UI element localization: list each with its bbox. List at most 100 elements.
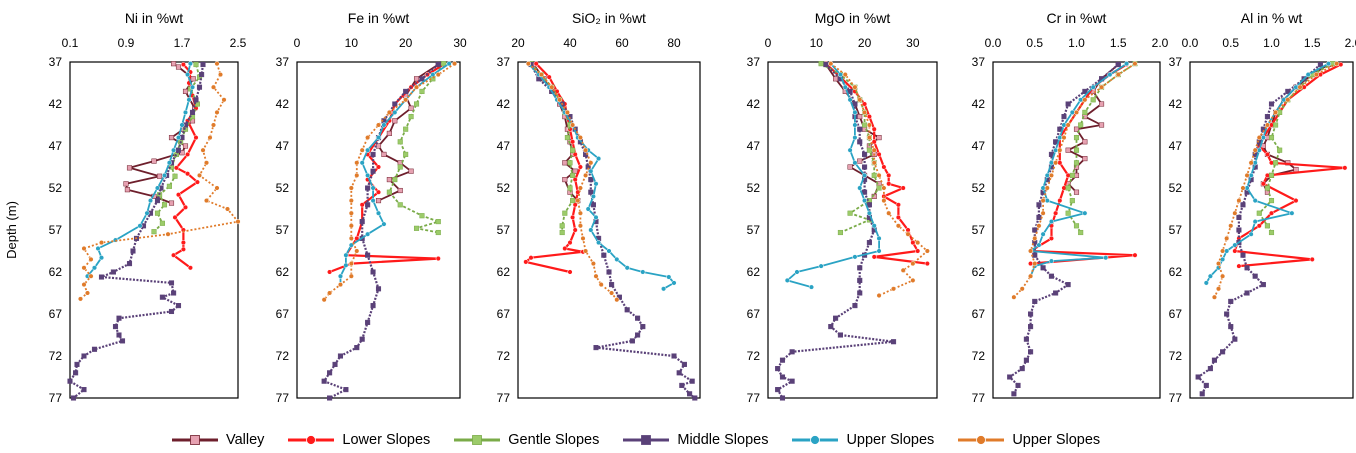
data-point [193, 97, 199, 103]
data-point [1236, 198, 1242, 204]
data-point [857, 290, 863, 296]
data-point [886, 210, 892, 216]
data-point [151, 158, 157, 164]
chart-panel-4: MgO in %wt 0 10 20 30 37 42 47 52 57 62 67 72 77 [747, 10, 938, 405]
data-point [1285, 97, 1291, 103]
data-point [179, 122, 185, 128]
y-axis-label: Depth (m) [4, 201, 19, 259]
y-tick-label: 42 [1169, 97, 1183, 111]
data-point [1082, 97, 1088, 103]
data-point [1264, 114, 1270, 120]
data-point [1011, 391, 1017, 397]
legend-item: Gentle Slopes [452, 432, 599, 448]
data-point [1252, 273, 1258, 279]
y-tick-label: 57 [1169, 223, 1183, 237]
data-point [67, 378, 73, 384]
x-tick-label: 20 [511, 36, 525, 50]
data-point [1040, 265, 1046, 271]
data-point [154, 198, 161, 204]
data-point [1203, 280, 1209, 286]
data-point [847, 97, 853, 103]
data-point [1115, 72, 1121, 78]
legend-label: Valley [226, 432, 265, 448]
data-point [1220, 273, 1226, 279]
data-point [572, 151, 578, 157]
data-point [881, 164, 887, 170]
data-point [161, 202, 168, 208]
data-point [871, 139, 877, 145]
data-point [590, 261, 596, 267]
data-point [327, 395, 333, 401]
data-point [808, 284, 815, 290]
data-point [365, 147, 371, 153]
y-tick-label: 52 [972, 181, 986, 195]
data-point [1032, 235, 1038, 241]
data-point [203, 160, 210, 166]
data-point [1232, 210, 1238, 216]
y-tick-label: 57 [497, 223, 511, 237]
data-point [886, 181, 892, 187]
data-point [365, 252, 371, 258]
data-point [794, 269, 800, 275]
legend-label: Lower Slopes [342, 432, 431, 448]
data-point [348, 242, 354, 248]
data-point [370, 269, 376, 275]
data-point [866, 122, 872, 128]
data-point [567, 160, 573, 166]
data-point [1082, 210, 1088, 216]
y-tick-label: 77 [972, 391, 986, 405]
data-point [910, 261, 916, 267]
data-point [1082, 156, 1088, 162]
legend-item: Upper Slopes [790, 432, 934, 448]
y-tick-label: 47 [497, 139, 511, 153]
y-tick-label: 62 [497, 265, 511, 279]
data-point [1264, 151, 1270, 157]
legend-marker [190, 435, 200, 445]
x-tick-label: 1.5 [1110, 36, 1127, 50]
data-point [408, 105, 414, 111]
data-point [413, 84, 420, 90]
data-point [348, 273, 354, 279]
data-point [1048, 172, 1054, 178]
x-tick-label: 20 [858, 36, 872, 50]
plot-frame [992, 61, 1161, 399]
data-point [1224, 311, 1230, 317]
data-point [1285, 88, 1291, 94]
data-point [1342, 165, 1348, 171]
data-point [370, 303, 376, 309]
data-point [866, 210, 872, 216]
data-point [193, 61, 199, 68]
data-point [852, 109, 858, 115]
data-point [789, 349, 795, 355]
data-point [1048, 273, 1055, 279]
data-point [441, 61, 447, 67]
data-point [852, 254, 858, 260]
data-point [614, 297, 620, 303]
data-point [365, 319, 371, 325]
data-point [332, 361, 338, 367]
data-point [1099, 122, 1105, 128]
data-point [419, 76, 425, 82]
data-point [852, 84, 858, 90]
data-point [1273, 122, 1279, 128]
y-tick-label: 37 [747, 55, 761, 69]
y-tick-label: 52 [49, 181, 63, 195]
data-point [84, 290, 91, 296]
x-tick-label: 40 [563, 36, 577, 50]
legend-swatch [623, 435, 670, 445]
y-tick-label: 47 [747, 139, 761, 153]
data-point [570, 122, 576, 128]
series-line-4 [323, 63, 440, 399]
data-point [1215, 261, 1222, 267]
data-point [676, 370, 682, 376]
data-point [1011, 294, 1017, 300]
data-point [1264, 223, 1270, 229]
data-point [886, 172, 892, 178]
data-point [154, 210, 161, 216]
data-point [1073, 189, 1080, 195]
data-point [570, 198, 576, 204]
data-point [1103, 255, 1109, 261]
data-point [1248, 160, 1254, 166]
chart-title: MgO in %wt [815, 10, 891, 26]
chart-title: Fe in %wt [348, 10, 410, 26]
